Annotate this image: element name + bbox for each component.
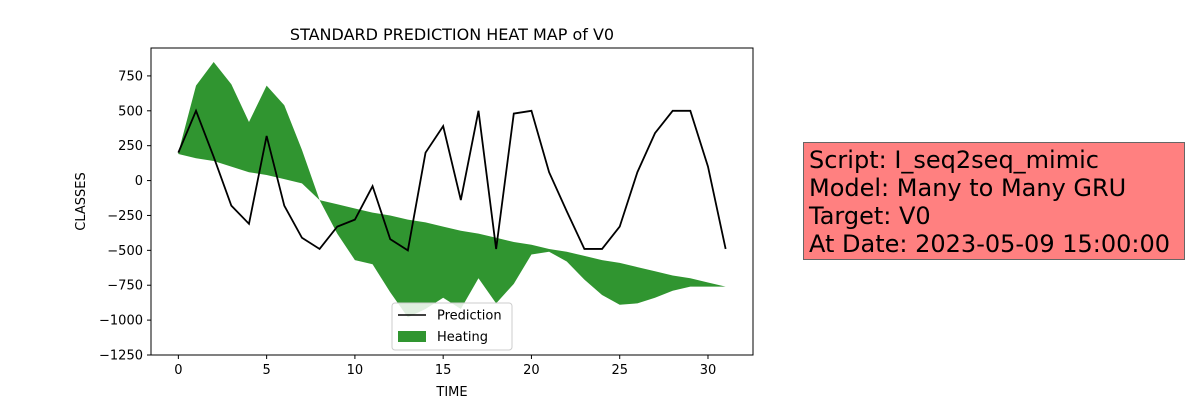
heating-fill-layer [178,61,726,318]
legend-prediction-label: Prediction [437,309,502,324]
y-tick-label: 500 [118,104,143,119]
x-tick-label: 25 [611,363,628,378]
x-tick-label: 30 [700,363,717,378]
x-axis-ticks: 0 5 10 15 20 25 30 [174,355,716,378]
info-model-line: Model: Many to Many GRU [809,174,1127,202]
prediction-line-layer [177,108,727,252]
y-tick-label: 0 [135,174,143,189]
y-axis-ticks: 750 500 250 0 −250 −500 −750 −1000 −1250 [99,69,151,364]
y-tick-label: 750 [118,69,143,84]
y-tick-label: −1000 [99,314,143,329]
info-target-line: Target: V0 [809,202,931,230]
y-tick-label: −1250 [99,349,143,364]
info-box: Script: I_seq2seq_mimic Model: Many to M… [803,142,1185,260]
prediction-line [177,108,727,252]
info-script-line: Script: I_seq2seq_mimic [809,146,1099,174]
chart-title: STANDARD PREDICTION HEAT MAP of V0 [290,25,614,44]
x-tick-label: 0 [174,363,182,378]
y-tick-label: −750 [107,279,143,294]
x-tick-label: 10 [347,363,364,378]
x-axis-label: TIME [435,385,467,400]
x-tick-label: 5 [262,363,270,378]
y-tick-label: −250 [107,209,143,224]
y-axis-label: CLASSES [74,172,89,230]
info-date-line: At Date: 2023-05-09 15:00:00 [809,230,1171,258]
x-tick-label: 20 [523,363,540,378]
x-tick-label: 15 [435,363,452,378]
legend-heating-swatch [398,331,426,342]
legend: Prediction Heating [391,302,513,351]
y-tick-label: −500 [107,244,143,259]
y-tick-label: 250 [118,139,143,154]
plot-area-frame [150,47,754,356]
legend-heating-label: Heating [437,330,488,345]
heating-area [178,61,726,318]
